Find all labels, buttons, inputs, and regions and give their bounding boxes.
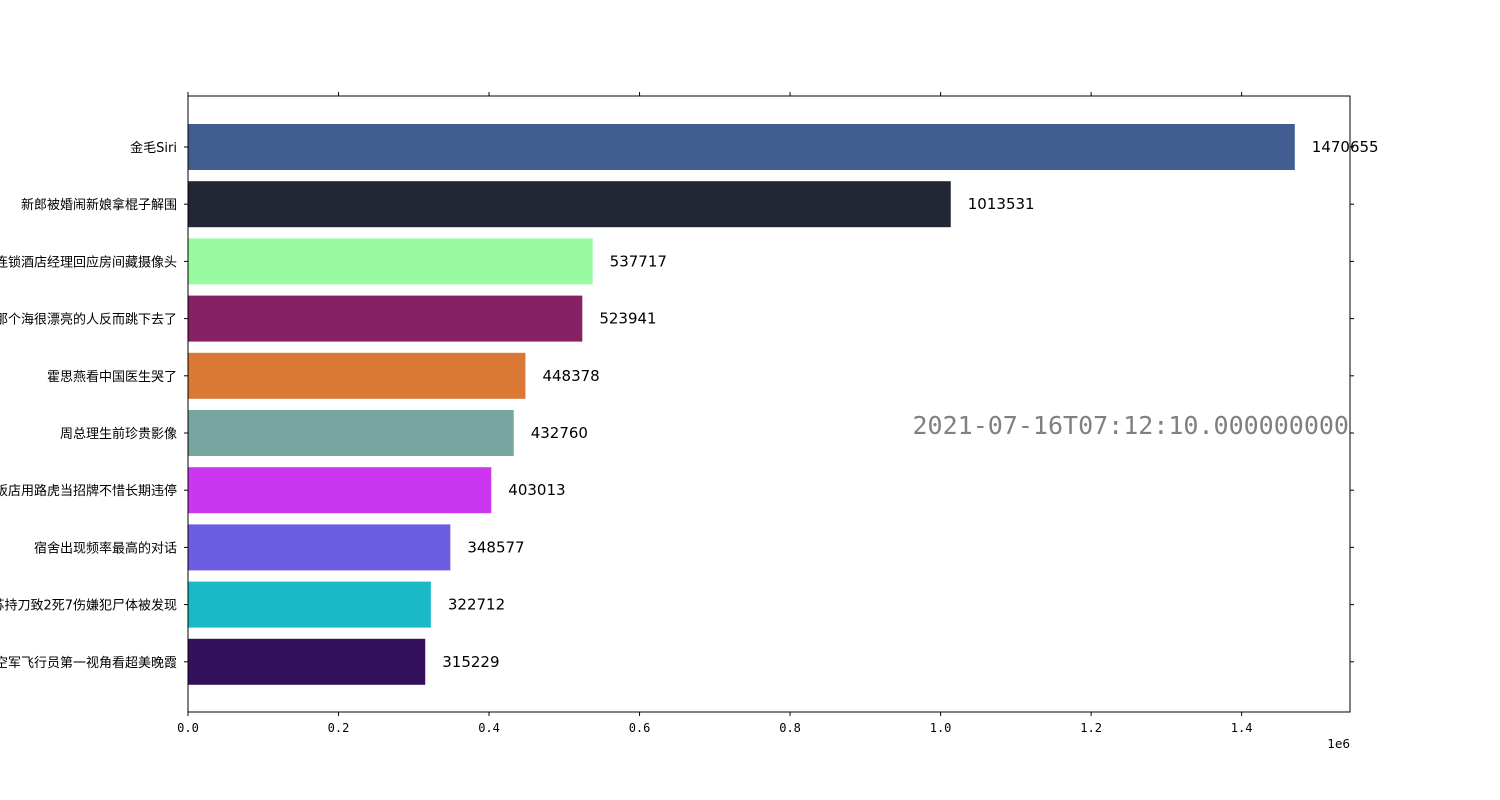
- value-label-3: 537717: [610, 252, 667, 270]
- value-label-10: 315229: [442, 653, 499, 671]
- bars-layer: [188, 124, 1295, 685]
- x-tick-label-3: 0.4: [478, 721, 500, 735]
- category-label-7: 上海一饭店用路虎当招牌不惜长期违停: [0, 483, 177, 499]
- bar-9: [188, 581, 431, 628]
- category-label-8: 宿舍出现频率最高的对话: [34, 540, 177, 556]
- category-labels-layer: 金毛Siri 新郎被婚闹新娘拿棍子解围汉庭全季等连锁酒店经理回应房间藏摄像头不知道…: [0, 140, 177, 671]
- bar-4: [188, 295, 583, 342]
- bar-3: [188, 238, 593, 285]
- value-label-2: 1013531: [968, 195, 1035, 213]
- x-tick-label-1: 0.0: [177, 721, 199, 735]
- ticks-layer: 0.0 0.2 0.4 0.6 0.8 1.0 1.2 1.4: [177, 92, 1354, 735]
- category-label-10: 空军飞行员第一视角看超美晚霞: [0, 655, 177, 671]
- bar-6: [188, 410, 514, 456]
- x-tick-label-5: 0.8: [779, 721, 801, 735]
- value-label-7: 403013: [508, 481, 565, 499]
- x-axis-offset-label: 1e6: [1327, 737, 1350, 751]
- x-tick-label-4: 0.6: [629, 721, 651, 735]
- category-label-6: 周总理生前珍贵影像: [60, 426, 177, 442]
- value-labels-layer: 1470655 1013531 537717 523941 448378 432760 40…: [442, 138, 1378, 671]
- plot-frame: [187, 95, 1351, 713]
- x-tick-label-7: 1.2: [1080, 721, 1102, 735]
- value-label-5: 448378: [542, 367, 599, 385]
- bar-10: [188, 638, 426, 685]
- value-label-4: 523941: [599, 310, 656, 328]
- bar-8: [188, 524, 451, 571]
- category-label-1: 金毛Siri: [130, 140, 177, 156]
- timestamp-annotation: 2021-07-16T07:12:10.000000000: [913, 411, 1350, 440]
- category-label-3: 汉庭全季等连锁酒店经理回应房间藏摄像头: [0, 254, 177, 270]
- bar-1: [188, 124, 1295, 170]
- value-label-8: 348577: [467, 538, 524, 556]
- category-label-2: 新郎被婚闹新娘拿棍子解围: [21, 197, 177, 213]
- bar-5: [188, 352, 526, 399]
- category-label-4: 不知道那个海很漂亮的人反而跳下去了: [0, 312, 177, 328]
- bar-2: [188, 181, 951, 228]
- category-label-5: 霍思燕看中国医生哭了: [47, 369, 177, 385]
- category-label-9: 江苏持刀致2死7伤嫌犯尸体被发现: [0, 598, 177, 614]
- value-label-9: 322712: [448, 596, 505, 614]
- value-label-6: 432760: [531, 424, 588, 442]
- value-label-1: 1470655: [1312, 138, 1379, 156]
- x-tick-label-2: 0.2: [328, 721, 350, 735]
- x-tick-label-6: 1.0: [930, 721, 952, 735]
- x-tick-label-8: 1.4: [1231, 721, 1253, 735]
- bar-7: [188, 467, 492, 514]
